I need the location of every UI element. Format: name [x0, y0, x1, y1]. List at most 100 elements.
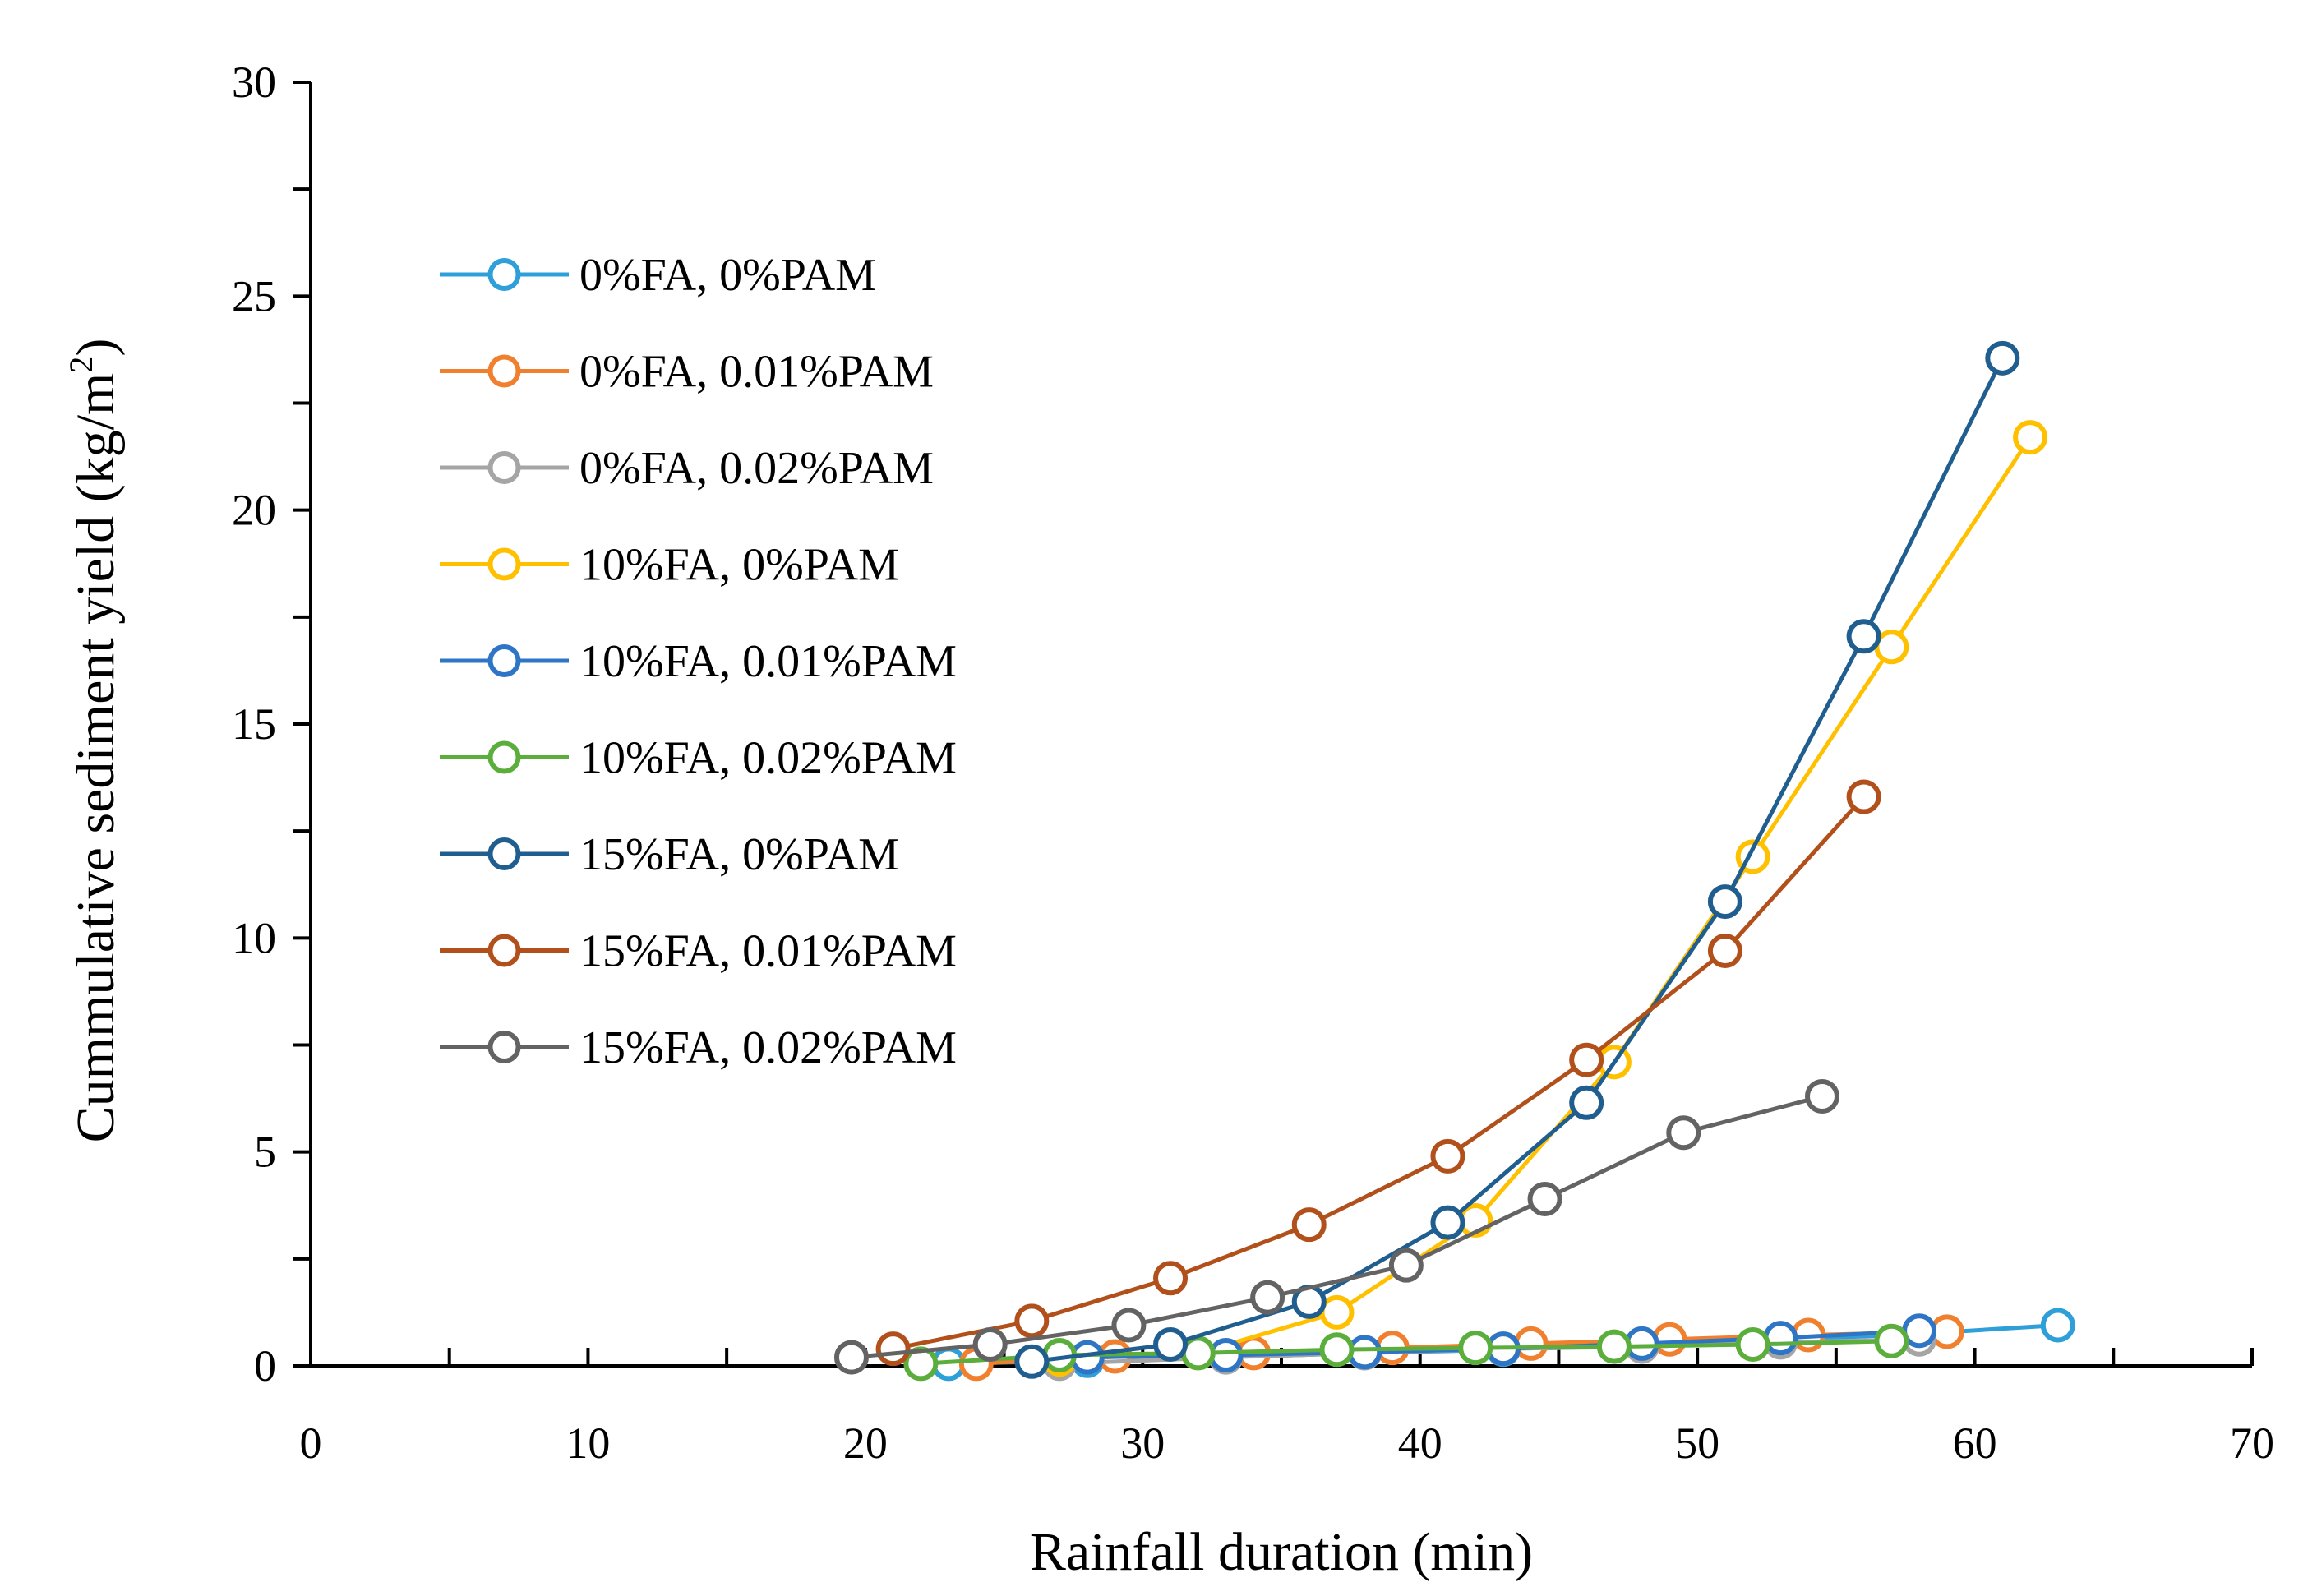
data-point	[1846, 779, 1881, 814]
data-point	[1569, 1042, 1604, 1077]
y-tick-label: 10	[232, 913, 276, 962]
series-line	[1032, 357, 2005, 1364]
legend: 0%FA, 0%PAM 0%FA, 0.01%PAM 0%FA, 0.02%PAM 1…	[440, 250, 957, 1073]
y-tick-label: 5	[254, 1128, 276, 1177]
legend-marker	[487, 354, 521, 388]
data-point	[972, 1326, 1008, 1362]
legend-marker	[487, 451, 521, 484]
data-point	[2013, 420, 2048, 455]
data-point	[1707, 884, 1742, 920]
data-point	[1846, 619, 1881, 654]
y-tick-label: 25	[232, 271, 276, 321]
data-point	[1430, 1205, 1465, 1240]
x-tick-label: 50	[1675, 1418, 1719, 1468]
legend-item: 10%FA, 0%PAM	[440, 540, 899, 591]
data-point	[1153, 1261, 1189, 1296]
legend-label: 0%FA, 0.01%PAM	[579, 347, 934, 398]
y-tick-label: 20	[232, 486, 276, 535]
data-point	[1347, 1335, 1382, 1370]
data-point	[1624, 1326, 1659, 1361]
data-point	[1763, 1321, 1798, 1356]
legend-marker	[487, 644, 521, 677]
data-point	[1874, 630, 1909, 665]
data-point	[1707, 933, 1742, 968]
legend-label: 10%FA, 0%PAM	[579, 540, 899, 591]
legend-label: 15%FA, 0.02%PAM	[579, 1022, 957, 1073]
legend-label: 15%FA, 0%PAM	[579, 829, 899, 880]
legend-label: 10%FA, 0.02%PAM	[579, 733, 957, 784]
data-point	[875, 1331, 911, 1367]
data-point	[1804, 1078, 1839, 1114]
legend-marker	[487, 1031, 521, 1063]
data-point	[1902, 1313, 1937, 1349]
series-line	[851, 1094, 1823, 1360]
legend-item: 0%FA, 0%PAM	[440, 250, 876, 301]
y-axis-title-superscript: 2	[62, 357, 99, 373]
data-point	[1319, 1332, 1355, 1368]
series-line	[893, 795, 1866, 1351]
data-point	[1735, 1326, 1770, 1362]
legend-label: 15%FA, 0.01%PAM	[579, 926, 957, 977]
legend-item: 10%FA, 0.02%PAM	[440, 733, 957, 784]
data-point	[1153, 1326, 1189, 1362]
x-tick-label: 10	[565, 1418, 610, 1468]
series-8	[875, 779, 1881, 1367]
tick-labels: 0 5 10 15 20 25 30 0 10 20 30 40 50 60 70	[232, 58, 2274, 1468]
legend-marker	[487, 547, 521, 581]
data-point	[1666, 1115, 1701, 1151]
data-point	[833, 1340, 869, 1375]
data-point	[1430, 1138, 1465, 1174]
y-tick-label: 0	[254, 1341, 276, 1391]
data-point	[1208, 1337, 1244, 1372]
y-axis-title-close: )	[66, 339, 126, 357]
data-point	[2040, 1308, 2075, 1343]
legend-label: 0%FA, 0%PAM	[579, 250, 876, 301]
data-point	[1014, 1303, 1050, 1339]
x-tick-label: 60	[1953, 1418, 1997, 1468]
legend-item: 15%FA, 0.02%PAM	[440, 1022, 957, 1073]
legend-marker	[487, 258, 521, 291]
legend-item: 15%FA, 0.01%PAM	[440, 926, 957, 977]
data-point	[1874, 1323, 1909, 1358]
y-tick-label: 15	[232, 699, 276, 749]
legend-label: 0%FA, 0.02%PAM	[579, 443, 934, 494]
x-tick-label: 70	[2230, 1418, 2274, 1468]
data-point	[1014, 1344, 1050, 1379]
data-point	[1596, 1329, 1632, 1364]
data-point	[1111, 1308, 1147, 1343]
legend-item: 15%FA, 0%PAM	[440, 829, 899, 880]
series-4	[1042, 420, 2048, 1377]
legend-marker	[487, 934, 521, 967]
legend-label: 10%FA, 0.01%PAM	[579, 636, 957, 687]
x-tick-label: 40	[1398, 1418, 1442, 1468]
x-tick-label: 20	[843, 1418, 888, 1468]
series-9	[833, 1078, 1839, 1375]
x-tick-label: 0	[300, 1418, 322, 1468]
data-point	[1291, 1207, 1327, 1243]
data-point	[1458, 1331, 1493, 1366]
legend-marker	[487, 837, 521, 870]
data-point	[1527, 1181, 1562, 1216]
series-group	[833, 340, 2075, 1382]
data-point	[1180, 1335, 1216, 1371]
data-point	[1388, 1248, 1424, 1283]
x-axis-title: Rainfall duration (min)	[1030, 1522, 1533, 1582]
legend-item: 10%FA, 0.01%PAM	[440, 636, 957, 687]
data-point	[1652, 1322, 1687, 1357]
data-point	[1319, 1294, 1355, 1330]
data-point	[1513, 1326, 1549, 1361]
y-axis-title: Cummulative sediment yield (kg/m2)	[62, 339, 126, 1143]
data-point	[1929, 1314, 1964, 1349]
data-point	[1569, 1085, 1604, 1120]
data-point	[1985, 340, 2020, 376]
y-tick-label: 30	[232, 58, 276, 107]
x-tick-label: 30	[1120, 1418, 1165, 1468]
series-7	[1014, 340, 2020, 1379]
data-point	[1250, 1280, 1285, 1315]
legend-item: 0%FA, 0.02%PAM	[440, 443, 934, 494]
legend-item: 0%FA, 0.01%PAM	[440, 347, 934, 398]
y-axis-title-main: Cummulative sediment yield (kg/m	[66, 373, 126, 1143]
legend-marker	[487, 740, 521, 774]
series-line	[1059, 436, 2033, 1362]
